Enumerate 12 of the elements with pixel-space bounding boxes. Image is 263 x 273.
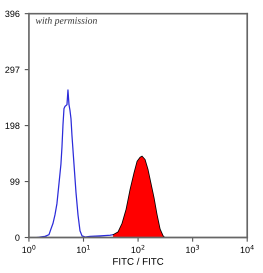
x-tick-label: 10$^{3}$ (186, 244, 200, 254)
annotation: with permission (36, 17, 97, 26)
y-tick-label: 99 (10, 178, 20, 185)
x-axis-title: FITC / FITC (113, 258, 164, 265)
x-tick-label: 10$^{4}$ (240, 244, 254, 254)
x-tick-label: 10$^{0}$ (22, 244, 36, 254)
y-tick-label: 198 (6, 122, 20, 129)
y-tick-label: 0 (15, 234, 20, 241)
y-tick-label: 297 (5, 66, 20, 73)
y-tick-label: 396 (5, 10, 20, 18)
x-tick-label: 10$^{2}$ (132, 244, 144, 254)
x-tick-label: 10$^{1}$ (76, 244, 90, 254)
